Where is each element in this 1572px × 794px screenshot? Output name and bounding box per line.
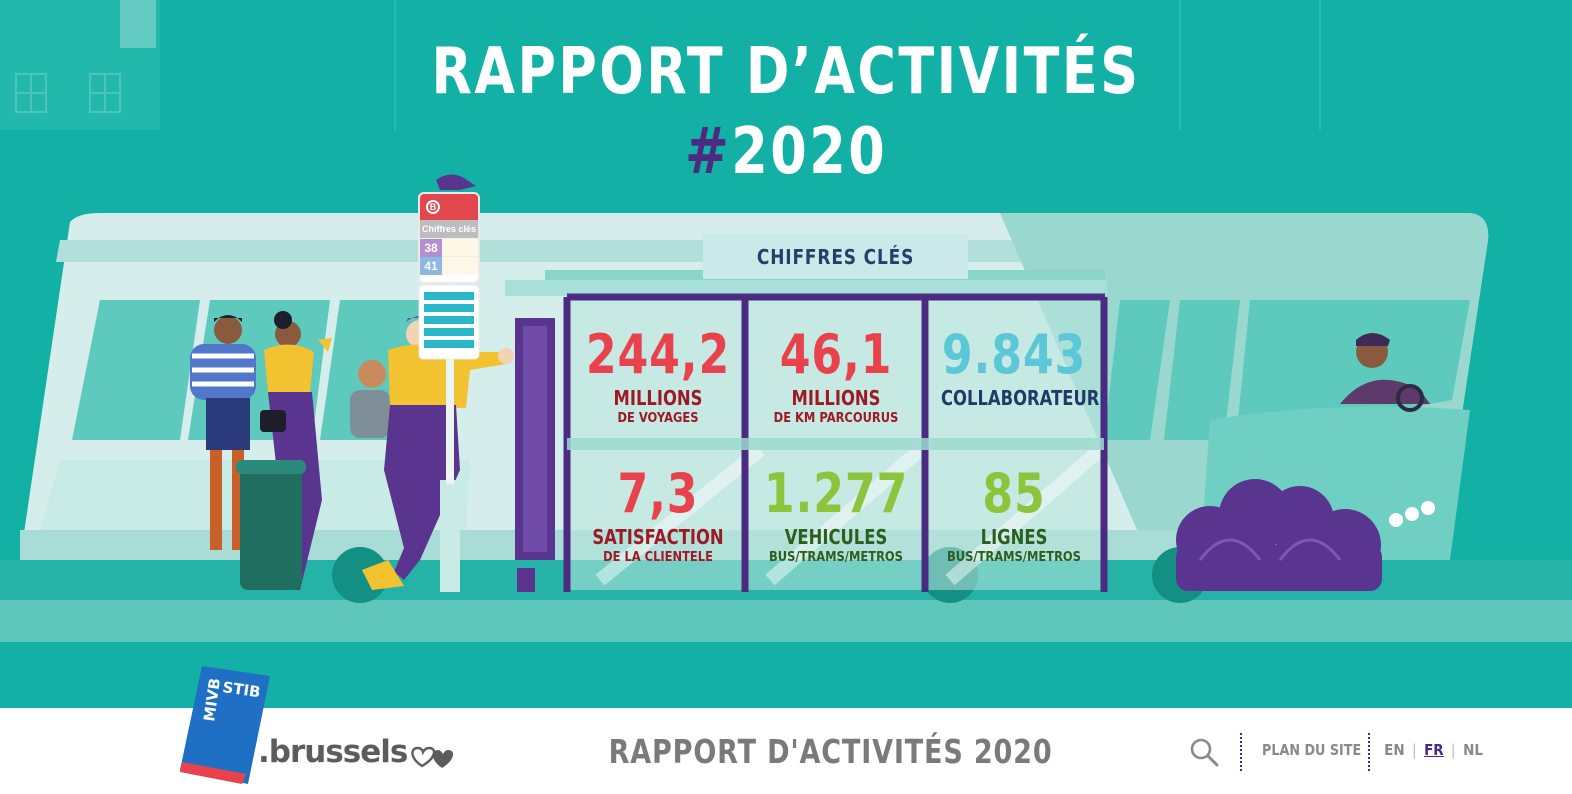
- stat-sub: BUS/TRAMS/METROS: [947, 548, 1081, 565]
- lang-separator: |: [1411, 741, 1417, 759]
- key-figures-heading: CHIFFRES CLÉS: [703, 233, 968, 279]
- stat-label: MILLIONS: [613, 386, 703, 410]
- year-hash: #: [684, 115, 732, 189]
- stat-label: MILLIONS: [791, 386, 881, 410]
- lang-separator: |: [1450, 741, 1456, 759]
- stib-logo[interactable]: STIB MIVB: [180, 666, 270, 784]
- stat-sub: DE VOYAGES: [617, 410, 699, 426]
- stat-label: VEHICULES: [784, 524, 888, 549]
- stat-label: LIGNES: [980, 524, 1048, 549]
- stat-vehicles[interactable]: 1.277 VEHICULES BUS/TRAMS/METROS: [747, 448, 925, 591]
- stop-sign-line[interactable]: 41: [420, 256, 478, 275]
- lang-fr-link[interactable]: FR: [1423, 741, 1444, 759]
- stat-value: 7,3: [617, 461, 699, 525]
- stat-label: COLLABORATEURS: [941, 386, 1103, 410]
- timetable-board: [418, 284, 480, 360]
- stib-b-icon: B: [426, 200, 440, 214]
- stat-label: SATISFACTION: [592, 524, 724, 549]
- hero-title: RAPPORT D’ACTIVITÉS: [431, 35, 1141, 109]
- stat-lines[interactable]: 85 LIGNES BUS/TRAMS/METROS: [925, 448, 1103, 591]
- footer-title: RAPPORT D'ACTIVITÉS 2020: [608, 732, 1053, 771]
- stat-value: 85: [982, 461, 1046, 525]
- key-figures-grid: 244,2 MILLIONS DE VOYAGES 46,1 MILLIONS …: [569, 305, 1103, 590]
- logo-mivb: MIVB: [200, 677, 224, 723]
- stat-sub: DE LA CLIENTELE: [603, 548, 713, 565]
- stat-sub: DE KM PARCOURUS: [773, 410, 899, 426]
- hero-year: #2020: [141, 112, 1430, 192]
- sitemap-link[interactable]: PLAN DU SITE: [1262, 741, 1362, 759]
- stat-satisfaction[interactable]: 7,3 SATISFACTION DE LA CLIENTELE: [569, 448, 747, 591]
- stop-sign-label: Chiffres clés: [420, 220, 478, 238]
- line-number: 38: [420, 238, 442, 257]
- stat-value: 9.843: [941, 323, 1087, 386]
- footer-divider: [1368, 733, 1370, 771]
- tram-stop-illustration: [0, 0, 1572, 642]
- stat-value: 244,2: [585, 323, 731, 386]
- stop-sign-menu[interactable]: B Chiffres clés 38 41: [418, 192, 480, 284]
- line-number: 41: [420, 256, 442, 275]
- footer-bar: [0, 708, 1572, 794]
- logo-stib: STIB: [221, 678, 261, 701]
- stat-km[interactable]: 46,1 MILLIONS DE KM PARCOURUS: [747, 305, 925, 448]
- stat-trips[interactable]: 244,2 MILLIONS DE VOYAGES: [569, 305, 747, 448]
- hero-banner: RAPPORT D’ACTIVITÉS #2020 B Chiffres clé…: [0, 0, 1572, 708]
- stat-value: 1.277: [763, 461, 909, 525]
- stat-sub: BUS/TRAMS/METROS: [769, 548, 903, 565]
- search-icon[interactable]: [1188, 736, 1220, 768]
- brussels-wordmark: .brussels: [258, 734, 408, 770]
- stat-employees[interactable]: 9.843 COLLABORATEURS: [925, 305, 1103, 448]
- background-buildings: [0, 0, 1321, 130]
- hearts-icon: [411, 746, 454, 768]
- footer-divider: [1240, 733, 1242, 771]
- language-switcher: EN | FR | NL: [1383, 741, 1484, 759]
- lang-nl-link[interactable]: NL: [1462, 741, 1483, 759]
- lang-en-link[interactable]: EN: [1384, 741, 1405, 759]
- stop-sign-header: B: [420, 194, 478, 220]
- year-number: 2020: [731, 115, 888, 189]
- stat-value: 46,1: [779, 323, 893, 386]
- stop-sign-line[interactable]: 38: [420, 238, 478, 257]
